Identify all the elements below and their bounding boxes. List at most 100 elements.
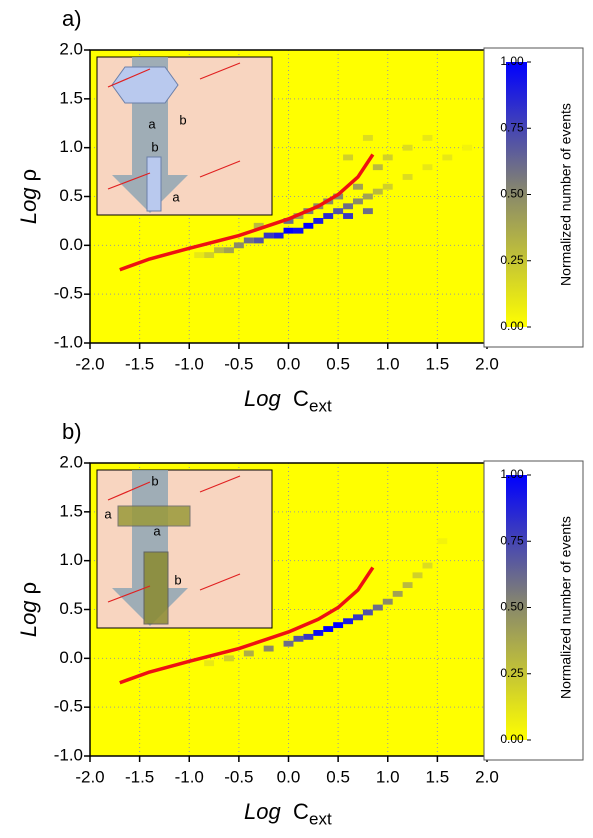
inset-label: a	[148, 116, 156, 131]
heatmap-cell	[422, 562, 433, 569]
inset-cylinder	[117, 505, 191, 527]
colorbar: 0.00 0.25 0.50 0.75 1.00 Normalized number of…	[483, 460, 584, 761]
heatmap-cell	[382, 183, 393, 190]
heatmap-cell	[223, 655, 234, 662]
x-tick-label: -0.5	[224, 354, 253, 373]
inset-column	[146, 156, 162, 212]
x-label-var: C	[293, 799, 309, 824]
x-tick-label: 1.5	[426, 354, 450, 373]
colorbar-tick-label: 1.00	[500, 54, 524, 68]
inset-cylinder	[143, 551, 169, 625]
y-tick-label: -1.0	[54, 332, 83, 351]
colorbar-frame	[483, 460, 584, 761]
heatmap-cell	[422, 164, 433, 171]
panel-label: b)	[62, 419, 82, 444]
y-tick-label: 1.0	[59, 550, 83, 569]
y-label-text: Log	[16, 187, 41, 224]
heatmap-cell	[402, 144, 413, 151]
heatmap-cell	[372, 164, 383, 171]
x-tick-label: 0.5	[326, 767, 350, 786]
inset-label: b	[151, 473, 158, 488]
colorbar-tick-label: 0.00	[500, 319, 524, 333]
inset: a bba	[96, 56, 273, 216]
inset-ray	[199, 62, 241, 80]
x-tick-label: 0.5	[326, 354, 350, 373]
heatmap-cell	[422, 134, 433, 141]
colorbar-tick-label: 0.00	[500, 732, 524, 746]
inset-ray	[107, 172, 151, 190]
heatmap-cell	[283, 217, 294, 224]
heatmap-cell	[362, 193, 373, 200]
heatmap-cell	[462, 144, 473, 151]
heatmap-cell	[402, 174, 413, 180]
heatmap-cell	[253, 222, 264, 229]
y-label: Log ρ	[16, 582, 41, 637]
colorbar-ramp	[506, 475, 527, 740]
x-tick-label: -1.0	[175, 767, 204, 786]
heatmap-cell	[372, 188, 383, 195]
x-tick-label: -1.5	[125, 767, 154, 786]
heatmap-cell	[333, 208, 344, 215]
y-tick-label: 0.5	[59, 186, 83, 205]
y-label-var: ρ	[16, 582, 41, 595]
heatmap-cell	[223, 247, 234, 254]
heatmap-cell	[362, 208, 373, 215]
panel-label: a)	[62, 6, 82, 31]
heatmap-cell	[293, 635, 304, 642]
inset-ray	[107, 481, 151, 501]
y-tick-label: -0.5	[54, 697, 83, 716]
inset: b a a b	[96, 469, 273, 629]
x-tick-label: 2.0	[475, 767, 499, 786]
x-tick-label: 2.0	[475, 354, 499, 373]
y-tick-label: 1.5	[59, 501, 83, 520]
inset-crystal	[111, 66, 179, 104]
colorbar-tick-label: 1.00	[500, 467, 524, 481]
panel: a)a bba-2.0 -1.5 -1.0 -0.5 0.0 0.5 1.0 1.5 2.0-1.…	[16, 6, 584, 415]
y-tick-label: 2.0	[59, 452, 83, 471]
x-label: Log	[244, 386, 281, 411]
heatmap-cell	[402, 582, 413, 589]
colorbar-tick-label: 0.50	[500, 600, 524, 614]
heatmap-cell	[204, 252, 215, 259]
heatmap-cell	[323, 626, 334, 632]
heatmap-cell	[253, 237, 264, 244]
line	[119, 566, 375, 685]
heatmap-cell	[372, 604, 383, 611]
x-tick-label: 1.0	[376, 354, 400, 373]
inset-label: b	[151, 139, 158, 154]
y-label: Log ρ	[16, 169, 41, 224]
x-tick-label: 0.0	[277, 767, 301, 786]
heatmap-cell	[283, 640, 294, 647]
x-label-sub: ext	[309, 396, 332, 415]
x-label: Log	[244, 799, 281, 824]
heatmap-cell	[214, 247, 224, 254]
inset-ray	[199, 475, 241, 493]
heatmap-cell	[273, 232, 284, 239]
heatmap-cell	[343, 154, 354, 161]
line	[119, 153, 375, 272]
inset-ray	[107, 585, 151, 603]
heatmap-cell	[233, 242, 244, 249]
colorbar: 0.00 0.25 0.50 0.75 1.00 Normalized number of…	[483, 47, 584, 348]
colorbar-frame	[483, 47, 584, 348]
heatmap-cell	[412, 572, 423, 579]
heatmap-cell	[194, 252, 205, 259]
x-tick-label: -2.0	[75, 354, 104, 373]
heatmap-cell	[293, 227, 304, 234]
heatmap-cell	[392, 590, 403, 597]
heatmap-cell	[303, 222, 314, 229]
y-tick-label: 1.5	[59, 88, 83, 107]
colorbar-tick-label: 0.50	[500, 187, 524, 201]
heatmap-cell	[362, 134, 373, 141]
heatmap-cell	[343, 203, 354, 210]
inset-label: a	[172, 189, 180, 204]
heatmap-cell	[263, 232, 274, 239]
heatmap-cell	[353, 614, 363, 621]
heatmap-cell	[362, 609, 373, 616]
heatmap-cell	[313, 630, 324, 636]
heatmap-cell	[263, 645, 274, 652]
inset-ray	[199, 573, 241, 591]
heatmap-cell	[382, 154, 393, 161]
y-tick-label: 0.0	[59, 235, 83, 254]
heatmap-cell	[442, 154, 453, 161]
